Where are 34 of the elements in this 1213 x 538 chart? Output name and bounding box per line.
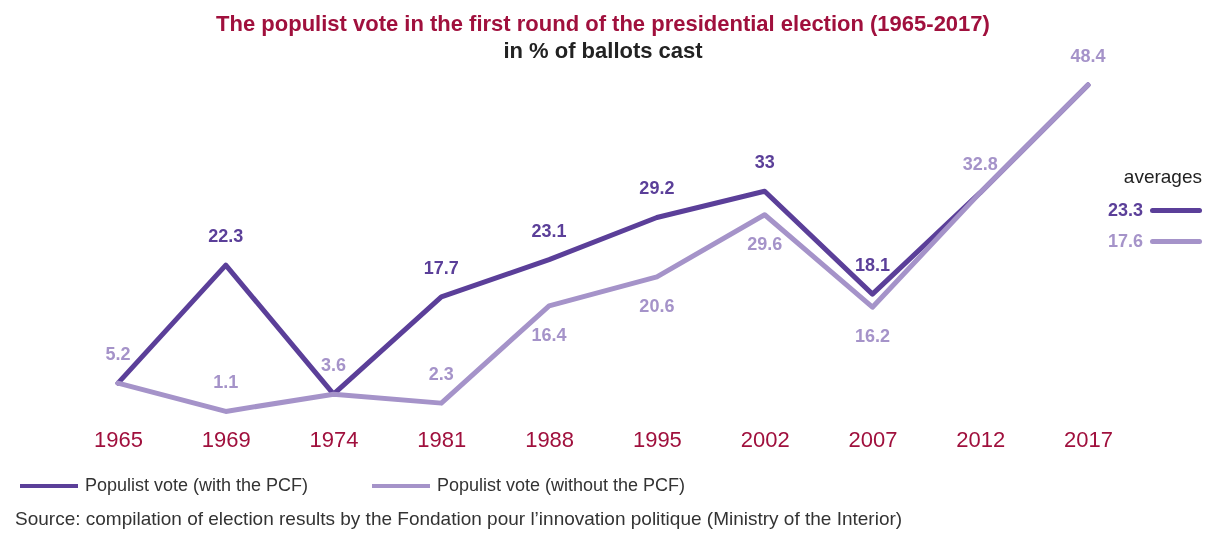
data-label: 48.4	[1070, 46, 1106, 66]
data-label: 22.3	[208, 226, 244, 247]
x-tick-label: 1995	[632, 426, 682, 452]
data-label: 29.6	[747, 233, 783, 254]
data-label: 16.4	[531, 324, 567, 345]
x-tick-label: 1965	[94, 426, 143, 452]
x-tick-label: 2007	[848, 426, 898, 452]
legend-label: Populist vote (with the PCF)	[85, 475, 309, 495]
annotation: 23.3	[1107, 200, 1143, 221]
data-label: 18.1	[854, 255, 890, 276]
annotation: 17.6	[1107, 231, 1143, 252]
x-tick-label: 1969	[201, 426, 251, 452]
data-label: 29.2	[639, 178, 675, 199]
data-label: 20.6	[639, 295, 675, 316]
chart-title: The populist vote in the first round of the presidential election (1965-2017)	[216, 11, 990, 36]
x-tick-label: 2002	[740, 426, 790, 452]
annotation: averages	[1122, 165, 1202, 189]
x-tick-label: 1974	[309, 426, 359, 452]
data-label: 33	[754, 152, 775, 173]
data-label: 32.8	[962, 153, 998, 174]
data-label: 16.2	[854, 326, 890, 347]
data-label: 17.7	[423, 257, 459, 278]
data-label: 5.2	[105, 344, 131, 365]
x-tick-label: 2017	[1064, 426, 1113, 452]
x-tick-label: 2012	[956, 426, 1006, 452]
x-tick-label: 1981	[417, 426, 467, 452]
legend-label: Populist vote (without the PCF)	[437, 475, 686, 495]
chart-subtitle: in % of ballots cast	[503, 38, 704, 63]
data-label: 2.3	[428, 364, 454, 385]
x-tick-label: 1988	[525, 426, 575, 452]
data-label: 1.1	[213, 372, 239, 393]
source-note: Source: compilation of election results by the Fondation pour l’innovation politique (Ministry of the Interior)	[15, 508, 903, 530]
data-label: 3.6	[321, 355, 347, 376]
data-label: 23.1	[531, 220, 567, 241]
